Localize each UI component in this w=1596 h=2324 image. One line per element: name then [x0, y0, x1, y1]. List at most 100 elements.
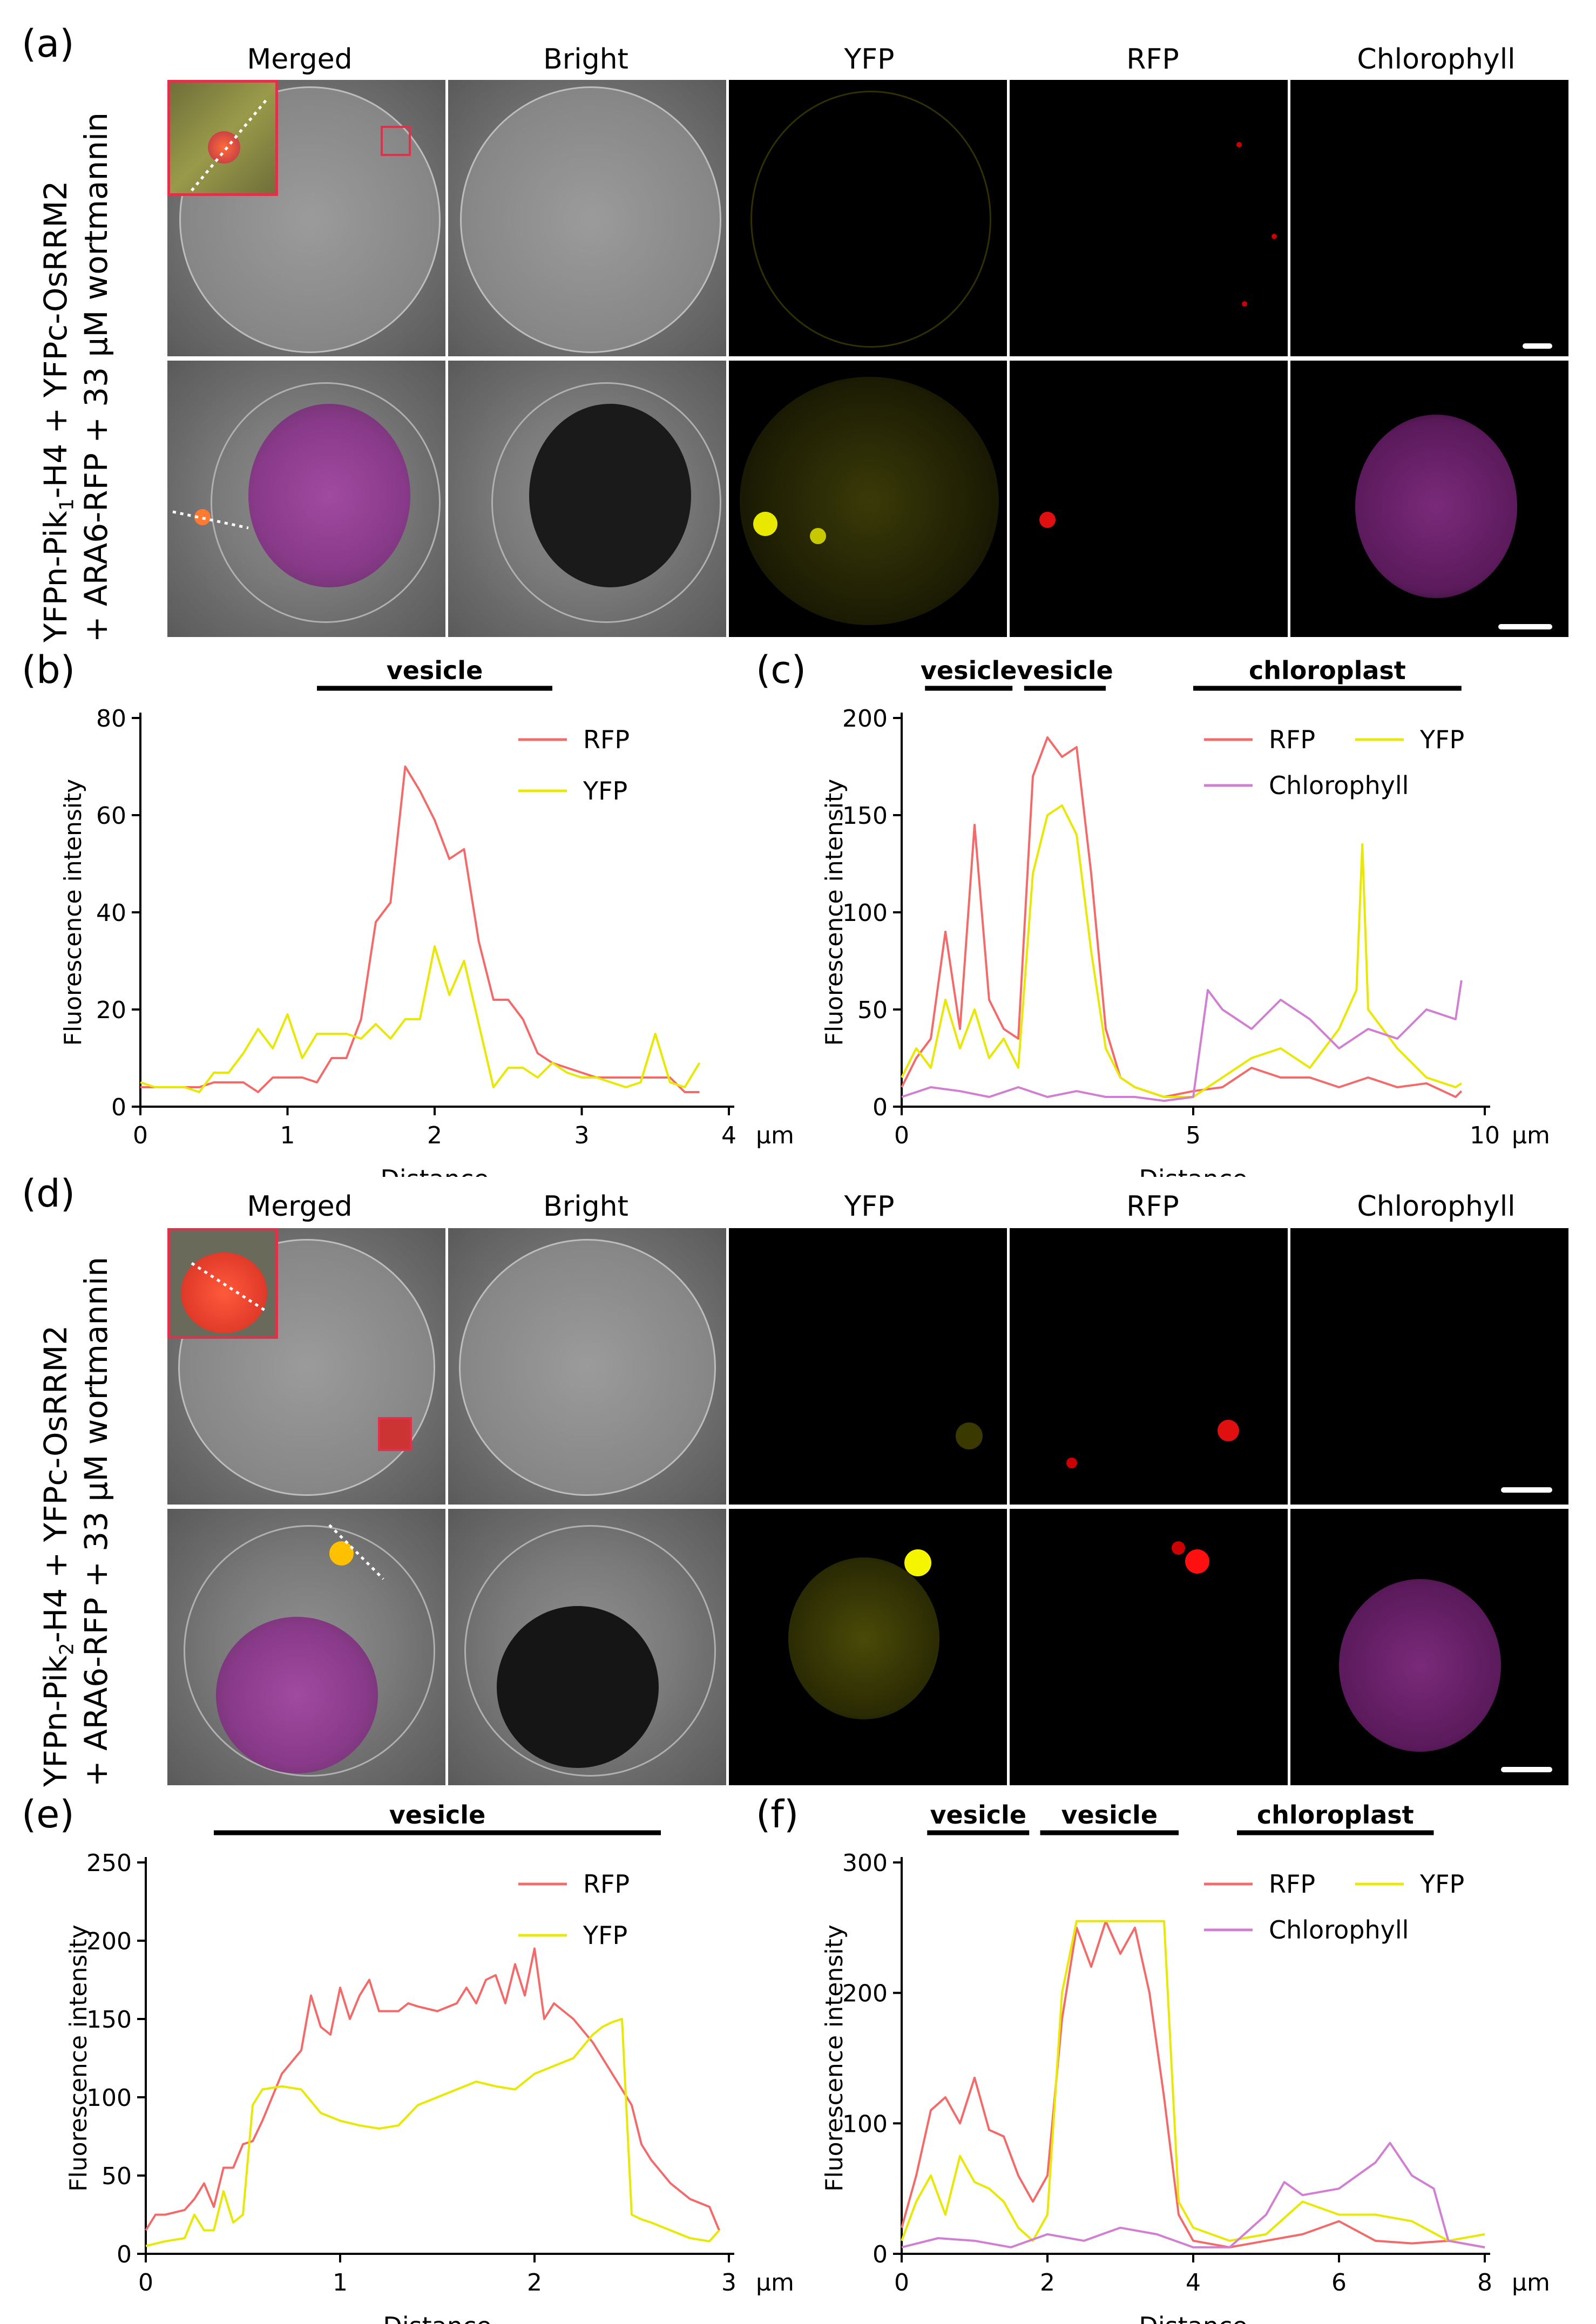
y-tick-label: 200: [86, 1928, 132, 1955]
image-a-chlorophyll-top: [1290, 80, 1568, 356]
chart-f: 0 100 200 300 0 2 4 6 8 μm Distance Fluorescence in…: [821, 1800, 1550, 2324]
x-tick-label: 8: [1477, 2269, 1492, 2296]
x-unit-label: μm: [1512, 2269, 1550, 2296]
panel-label-c: (c): [756, 648, 807, 692]
chart-c: 0 50 100 150 200 0 5 10 μm Distance Fluorescence i…: [821, 656, 1550, 1177]
y-axis-label: Fluorescence intensity: [821, 779, 848, 1046]
x-tick-label: 2: [1040, 2269, 1055, 2296]
column-title-yfp: YFP: [844, 43, 895, 76]
series-line-yfp: [901, 804, 1462, 1098]
x-tick-label: 5: [1186, 1122, 1201, 1149]
row-label-d: YFPn-Pik2-H4 + YFPc-OsRRM2 + ARA6-RFP + …: [37, 1257, 114, 1787]
series-line-rfp: [901, 736, 1463, 1098]
column-title-bright: Bright: [543, 43, 628, 76]
column-title-merged: Merged: [247, 1190, 353, 1223]
x-axis-label: Distance: [1139, 1164, 1247, 1177]
image-d-chlorophyll-bottom: [1290, 1509, 1568, 1785]
y-tick-label: 300: [842, 1849, 888, 1877]
y-axis-label: Fluorescence intensity: [59, 779, 87, 1046]
x-unit-label: μm: [1512, 1122, 1550, 1149]
image-d-merged-bottom: [167, 1509, 445, 1785]
x-tick-label: 0: [894, 2269, 909, 2296]
image-d-merged-top: [167, 1228, 445, 1505]
annotation-label: vesicle: [921, 656, 1017, 685]
y-tick-label: 0: [111, 1094, 126, 1121]
y-axis-label: Fluorescence intensity: [65, 1925, 92, 2192]
x-tick-label: 0: [138, 2269, 153, 2296]
y-axis-label: Fluorescence intensity: [821, 1925, 848, 2192]
y-tick-label: 150: [842, 802, 888, 830]
x-unit-label: μm: [756, 1122, 794, 1149]
chart-b: 0 20 40 60 80 0 1 2 3 4 μm Distance Fluorescence int…: [59, 656, 794, 1177]
scale-bar: [1501, 1767, 1552, 1772]
image-d-rfp-top: [1010, 1228, 1288, 1505]
legend-label-chlorophyll: Chlorophyll: [1269, 1915, 1409, 1944]
panel-label-f: (f): [756, 1792, 799, 1837]
series-line-yfp: [140, 945, 701, 1093]
x-tick-label: 4: [1186, 2269, 1201, 2296]
y-tick-label: 200: [842, 1980, 888, 2008]
panel-label-e: (e): [22, 1792, 75, 1837]
legend-label-chlorophyll: Chlorophyll: [1269, 771, 1409, 800]
y-tick-label: 150: [86, 2006, 132, 2034]
legend-label-rfp: RFP: [583, 1869, 630, 1899]
legend-label-rfp: RFP: [1269, 725, 1315, 754]
series-line-chlorophyll: [901, 980, 1463, 1102]
inset-a: [167, 80, 278, 196]
x-tick-label: 0: [133, 1122, 148, 1149]
y-tick-label: 100: [842, 2110, 888, 2138]
y-tick-label: 20: [96, 997, 126, 1024]
legend-label-rfp: RFP: [583, 725, 630, 754]
image-a-yfp-top: [729, 80, 1007, 356]
annotation-label: vesicle: [389, 1800, 486, 1830]
y-tick-label: 80: [96, 705, 126, 733]
chart-e: 0 50 100 150 200 250 0 1 2 3 μm Distance Fluorescenc…: [65, 1800, 794, 2324]
scale-bar: [1501, 1487, 1552, 1493]
x-axis-label: Distance: [380, 1164, 489, 1177]
series-line-rfp: [901, 1920, 1485, 2248]
legend-label-rfp: RFP: [1269, 1869, 1315, 1899]
image-d-bright-top: [448, 1228, 726, 1505]
y-tick-label: 100: [842, 899, 888, 927]
image-d-rfp-bottom: [1010, 1509, 1288, 1785]
x-axis-label: Distance: [383, 2312, 491, 2324]
image-a-yfp-bottom: [729, 361, 1007, 637]
annotation-label: vesicle: [1017, 656, 1113, 685]
scale-bar: [1523, 343, 1552, 349]
column-title-yfp: YFP: [844, 1190, 895, 1223]
x-unit-label: μm: [756, 2269, 794, 2296]
column-title-bright: Bright: [543, 1190, 628, 1223]
column-title-rfp: RFP: [1126, 1190, 1179, 1223]
y-tick-label: 0: [873, 1094, 888, 1121]
image-a-bright-bottom: [448, 361, 726, 637]
inset-d: [167, 1228, 278, 1339]
y-tick-label: 100: [86, 2084, 132, 2112]
image-a-merged-top: [167, 80, 445, 356]
series-line-rfp: [145, 1947, 720, 2231]
row-label-a: YFPn-Pik1-H4 + YFPc-OsRRM2 + ARA6-RFP + …: [37, 112, 114, 642]
image-a-rfp-top: [1010, 80, 1288, 356]
image-d-chlorophyll-top: [1290, 1228, 1568, 1505]
x-tick-label: 2: [427, 1122, 442, 1149]
column-title-chlorophyll: Chlorophyll: [1357, 43, 1516, 76]
image-a-rfp-bottom: [1010, 361, 1288, 637]
series-line-yfp: [145, 2018, 720, 2247]
panel-label-a: (a): [22, 22, 75, 66]
annotation-label: vesicle: [930, 1800, 1026, 1830]
annotation-label: vesicle: [387, 656, 483, 685]
panel-label-d: (d): [22, 1171, 76, 1216]
legend-label-yfp: YFP: [1419, 725, 1464, 754]
series-line-rfp: [140, 765, 700, 1093]
x-tick-label: 3: [721, 2269, 736, 2296]
legend-label-yfp: YFP: [583, 776, 627, 805]
column-title-rfp: RFP: [1126, 43, 1179, 76]
y-tick-label: 60: [96, 802, 126, 830]
y-tick-label: 0: [873, 2241, 888, 2268]
x-tick-label: 2: [527, 2269, 542, 2296]
y-tick-label: 40: [96, 899, 126, 927]
series-line-chlorophyll: [901, 2142, 1485, 2248]
roi-box-d: [378, 1417, 412, 1451]
annotation-label: vesicle: [1061, 1800, 1158, 1830]
y-tick-label: 50: [102, 2163, 132, 2190]
annotation-label: chloroplast: [1257, 1800, 1414, 1830]
